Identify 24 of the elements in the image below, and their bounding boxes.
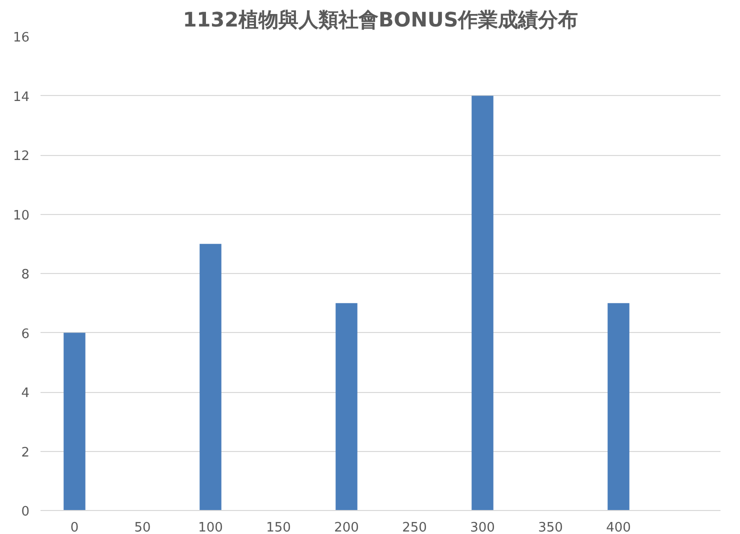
y-tick-label: 14 (12, 90, 30, 105)
y-tick-label: 16 (12, 30, 30, 46)
bar (336, 303, 358, 510)
chart-title: 1132植物與人類社會BONUS作業成績分布 (182, 8, 578, 32)
y-tick-label: 12 (12, 149, 30, 164)
x-tick-label: 300 (470, 520, 495, 534)
x-tick-label: 350 (538, 520, 563, 534)
bar (200, 244, 222, 510)
x-tick-label: 100 (198, 520, 223, 534)
bar (608, 303, 630, 510)
y-tick-label: 6 (21, 326, 30, 342)
bar (472, 96, 494, 510)
y-tick-label: 4 (21, 386, 30, 401)
x-tick-label: 150 (266, 520, 291, 534)
y-tick-label: 10 (12, 208, 30, 224)
y-tick-label: 2 (21, 445, 30, 460)
y-tick-label: 0 (21, 504, 30, 520)
x-tick-label: 0 (70, 520, 79, 534)
x-tick-label: 250 (402, 520, 427, 534)
y-tick-label: 8 (21, 268, 30, 282)
x-tick-label: 200 (334, 520, 359, 534)
x-tick-label: 50 (134, 520, 151, 534)
bar (64, 332, 86, 510)
x-tick-label: 400 (606, 520, 631, 534)
